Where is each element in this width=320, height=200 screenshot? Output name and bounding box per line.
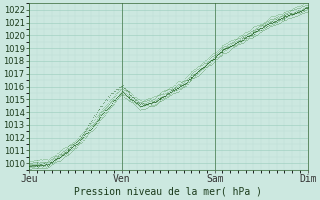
- X-axis label: Pression niveau de la mer( hPa ): Pression niveau de la mer( hPa ): [74, 187, 262, 197]
